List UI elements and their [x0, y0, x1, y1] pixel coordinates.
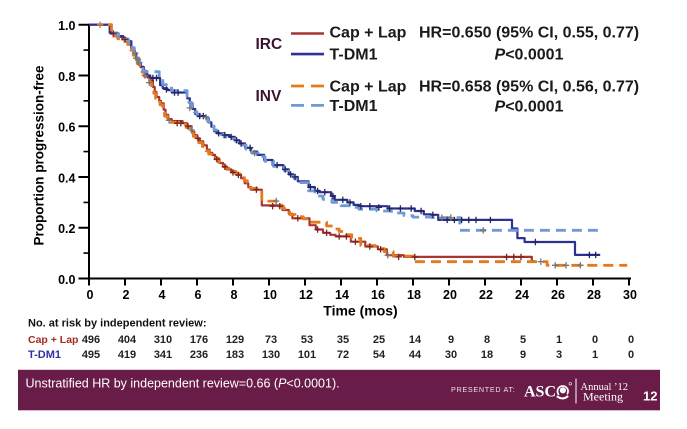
svg-text:14: 14: [335, 288, 349, 302]
svg-text:PRESENTED AT:: PRESENTED AT:: [451, 385, 515, 394]
svg-text:0.0: 0.0: [58, 273, 75, 287]
svg-text:18: 18: [407, 288, 421, 302]
svg-text:24: 24: [515, 288, 529, 302]
svg-text:IRC: IRC: [256, 36, 283, 53]
svg-text:0: 0: [87, 288, 94, 302]
svg-text:P<0.0001: P<0.0001: [495, 98, 564, 115]
svg-text:176: 176: [190, 334, 208, 346]
svg-text:0: 0: [628, 349, 634, 361]
svg-text:2: 2: [123, 288, 130, 302]
svg-text:1: 1: [556, 334, 562, 346]
svg-text:9: 9: [520, 349, 526, 361]
svg-text:4: 4: [159, 288, 166, 302]
svg-text:18: 18: [481, 349, 493, 361]
svg-text:9: 9: [448, 334, 454, 346]
svg-text:Cap + Lap: Cap + Lap: [28, 334, 78, 346]
svg-text:16: 16: [371, 288, 385, 302]
svg-text:101: 101: [298, 349, 316, 361]
svg-text:30: 30: [623, 288, 637, 302]
svg-text:HR=0.650 (95% CI, 0.55, 0.77): HR=0.650 (95% CI, 0.55, 0.77): [419, 25, 639, 42]
svg-text:35: 35: [337, 334, 349, 346]
svg-text:12: 12: [299, 288, 313, 302]
svg-text:ASC: ASC: [524, 384, 556, 401]
svg-text:0.6: 0.6: [58, 121, 75, 135]
svg-text:P<0.0001: P<0.0001: [495, 47, 564, 64]
svg-text:0: 0: [592, 334, 598, 346]
svg-text:20: 20: [443, 288, 457, 302]
svg-text:26: 26: [551, 288, 565, 302]
svg-text:404: 404: [118, 334, 137, 346]
svg-text:30: 30: [445, 349, 457, 361]
svg-text:341: 341: [154, 349, 172, 361]
svg-text:72: 72: [337, 349, 349, 361]
svg-text:T-DM1: T-DM1: [330, 98, 378, 115]
svg-text:0: 0: [628, 334, 634, 346]
svg-text:73: 73: [265, 334, 277, 346]
svg-text:54: 54: [373, 349, 386, 361]
svg-text:25: 25: [373, 334, 385, 346]
svg-text:53: 53: [301, 334, 313, 346]
svg-text:8: 8: [231, 288, 238, 302]
svg-text:1: 1: [592, 349, 598, 361]
svg-text:Time (mos): Time (mos): [323, 303, 397, 319]
svg-text:5: 5: [520, 334, 526, 346]
svg-text:INV: INV: [256, 88, 283, 105]
svg-text:130: 130: [262, 349, 280, 361]
svg-text:Annual ’12: Annual ’12: [581, 382, 629, 393]
svg-text:T-DM1: T-DM1: [330, 47, 378, 64]
svg-text:Unstratified HR by independent: Unstratified HR by independent review=0.…: [26, 377, 340, 391]
svg-text:419: 419: [118, 349, 136, 361]
svg-text:12: 12: [643, 389, 657, 404]
svg-text:10: 10: [263, 288, 277, 302]
svg-text:0.4: 0.4: [58, 172, 75, 186]
svg-text:Proportion progression-free: Proportion progression-free: [32, 65, 47, 246]
svg-text:236: 236: [190, 349, 208, 361]
svg-text:14: 14: [409, 334, 422, 346]
svg-text:495: 495: [82, 349, 100, 361]
svg-text:22: 22: [479, 288, 493, 302]
svg-text:HR=0.658 (95% CI, 0.56, 0.77): HR=0.658 (95% CI, 0.56, 0.77): [419, 79, 639, 96]
svg-text:496: 496: [82, 334, 100, 346]
svg-text:310: 310: [154, 334, 172, 346]
svg-text:0.2: 0.2: [58, 222, 75, 236]
svg-text:T-DM1: T-DM1: [28, 349, 61, 361]
svg-text:Cap + Lap: Cap + Lap: [330, 25, 407, 42]
svg-text:8: 8: [484, 334, 490, 346]
svg-text:129: 129: [226, 334, 244, 346]
svg-text:183: 183: [226, 349, 244, 361]
svg-text:1.0: 1.0: [58, 19, 75, 33]
svg-text:Meeting: Meeting: [583, 390, 623, 404]
svg-text:No. at risk by independent rev: No. at risk by independent review:: [28, 318, 207, 330]
svg-text:6: 6: [195, 288, 202, 302]
svg-text:44: 44: [409, 349, 422, 361]
svg-text:3: 3: [556, 349, 562, 361]
svg-text:28: 28: [587, 288, 601, 302]
svg-text:0.8: 0.8: [58, 70, 75, 84]
svg-text:Cap + Lap: Cap + Lap: [330, 79, 407, 96]
